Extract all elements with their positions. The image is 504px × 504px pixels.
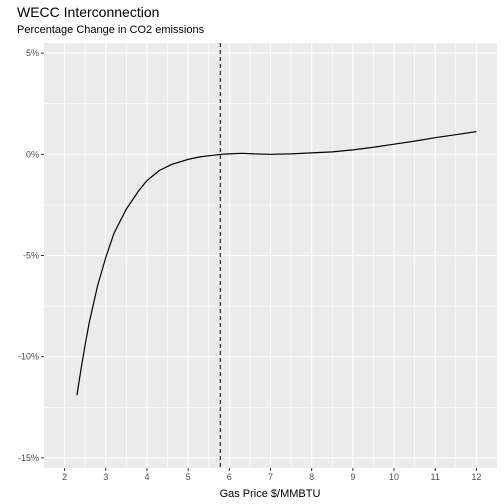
x-tick-label: 4 [144, 472, 149, 482]
grid-lines [44, 43, 497, 468]
x-tick-label: 8 [309, 472, 314, 482]
y-tick-label: 5% [26, 48, 39, 58]
series-line-0 [76, 131, 477, 396]
x-tick-label: 12 [471, 472, 481, 482]
y-axis: -15% -10% -5% 0% 5% [18, 48, 44, 463]
x-tick-label: 2 [62, 472, 67, 482]
x-tick-label: 5 [186, 472, 191, 482]
x-tick-label: 10 [389, 472, 399, 482]
x-tick-label: 3 [103, 472, 108, 482]
x-axis: 2 3 4 5 6 7 8 9 10 11 12 [62, 468, 481, 482]
x-tick-label: 7 [268, 472, 273, 482]
x-tick-label: 11 [431, 472, 440, 482]
y-tick-label: -15% [18, 453, 39, 463]
y-tick-label: -5% [23, 251, 39, 261]
x-tick-label: 6 [227, 472, 232, 482]
x-tick-label: 9 [350, 472, 355, 482]
y-tick-label: -10% [18, 352, 39, 362]
y-tick-label: 0% [26, 149, 39, 159]
chart-title: WECC Interconnection [17, 4, 160, 20]
chart-subtitle: Percentage Change in CO2 emissions [17, 24, 205, 36]
series-lines [76, 131, 477, 396]
x-axis-title: Gas Price $/MMBTU [220, 488, 321, 500]
